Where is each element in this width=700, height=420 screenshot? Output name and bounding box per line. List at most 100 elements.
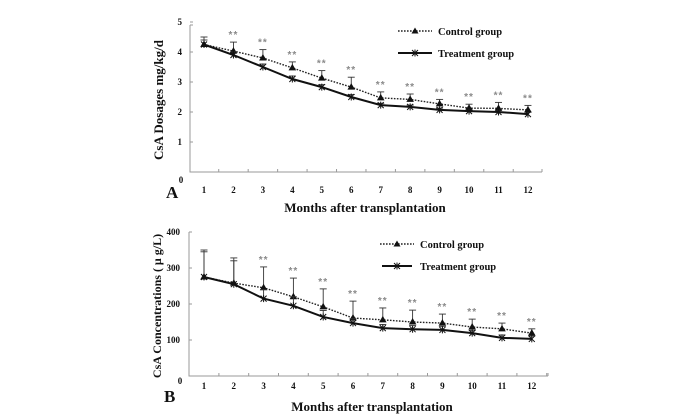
x-axis-title: Months after transplantation [284, 200, 446, 215]
x-tick-label: 7 [378, 185, 383, 195]
legend-control-marker [393, 240, 401, 247]
control-point [524, 105, 532, 113]
treatment-point [260, 295, 267, 303]
x-tick-label: 2 [231, 185, 236, 195]
treatment-point [406, 103, 414, 111]
x-tick-label: 3 [261, 185, 266, 195]
treatment-series-line [203, 43, 529, 116]
treatment-point [524, 110, 532, 118]
significance-label: ** [317, 59, 327, 70]
legend: Control group Treatment group [398, 27, 514, 60]
significance-label: ** [438, 302, 448, 313]
significance-label: ** [258, 38, 268, 49]
significance-label: ** [229, 30, 239, 41]
x-tick-label: 8 [408, 185, 413, 195]
significance-label: ** [523, 93, 533, 104]
legend-control-marker [411, 27, 419, 34]
control-point [379, 315, 387, 323]
control-point [494, 104, 503, 111]
control-point [528, 329, 536, 336]
control-point [259, 54, 267, 61]
treatment-point [319, 313, 327, 321]
x-tick-label: 7 [381, 381, 386, 391]
significance-label: ** [318, 277, 328, 288]
legend-control-label: Control group [438, 27, 502, 38]
control-point [408, 318, 417, 325]
significance-label: ** [378, 296, 388, 307]
treatment-point [347, 93, 355, 101]
x-axis-title: Months after transplantation [291, 399, 453, 414]
y-tick-label: 4 [178, 47, 183, 57]
treatment-series-line [203, 276, 532, 340]
control-point [468, 323, 476, 330]
control-point [438, 319, 447, 326]
treatment-point [436, 106, 443, 114]
legend: Control group Treatment group [380, 240, 496, 273]
control-point [259, 283, 268, 291]
x-tick-label: 1 [202, 381, 207, 391]
significance-label: ** [497, 311, 507, 322]
x-tick-label: 6 [351, 381, 356, 391]
treatment-point [290, 302, 297, 310]
significance-label: ** [408, 298, 418, 309]
significance-label: ** [348, 289, 358, 300]
control-point [435, 99, 444, 107]
y-tick-label: 200 [167, 299, 181, 309]
treatment-point [288, 75, 296, 83]
y-tick-label: 0 [178, 376, 183, 386]
x-tick-label: 11 [498, 381, 507, 391]
significance-label: ** [464, 92, 474, 103]
x-tick-label: 4 [290, 185, 295, 195]
control-series-line [203, 43, 528, 111]
x-tick-label: 12 [523, 185, 533, 195]
x-tick-label: 8 [410, 381, 415, 391]
legend-treatment-label: Treatment group [420, 262, 496, 273]
x-tick-label: 4 [291, 381, 296, 391]
significance-label: ** [289, 266, 299, 277]
control-point [288, 63, 297, 71]
control-point [376, 93, 385, 101]
control-point [498, 324, 506, 332]
significance-label: ** [346, 65, 356, 76]
x-tick-label: 11 [494, 185, 503, 195]
treatment-point [230, 280, 238, 288]
treatment-point [200, 273, 208, 281]
legend-control-label: Control group [420, 240, 484, 251]
y-tick-label: 0 [179, 175, 184, 185]
treatment-point [318, 83, 326, 91]
panel-label: A [166, 183, 179, 202]
y-tick-label: 3 [178, 77, 183, 87]
treatment-point [498, 334, 506, 342]
treatment-point [528, 335, 536, 343]
y-tick-label: 5 [178, 17, 183, 27]
y-tick-label: 2 [178, 107, 183, 117]
x-tick-label: 5 [321, 381, 326, 391]
x-tick-label: 9 [437, 185, 442, 195]
y-tick-label: 300 [167, 263, 181, 273]
treatment-point [377, 101, 385, 109]
treatment-point [409, 325, 416, 333]
y-axis-title: CsA Dosages mg/kg/d [151, 39, 166, 160]
significance-label: ** [259, 255, 269, 266]
legend-treatment-label: Treatment group [438, 49, 514, 60]
control-point [289, 292, 298, 300]
legend-treatment-marker [393, 262, 401, 270]
x-tick-label: 5 [320, 185, 325, 195]
chart-panel-b: CsA Concentrations ( μ g/L) Months after… [150, 227, 549, 414]
y-tick-label: 1 [178, 137, 183, 147]
plot-area: ** ** ** ** ** ** ** ** ** ** [200, 249, 537, 343]
axis-frame [188, 232, 548, 377]
x-tick-label: 2 [232, 381, 237, 391]
x-tick-label: 3 [261, 381, 266, 391]
significance-label: ** [376, 80, 386, 91]
treatment-point [379, 324, 387, 332]
x-tick-label: 6 [349, 185, 354, 195]
significance-label: ** [527, 317, 537, 328]
legend-treatment-marker [411, 49, 419, 57]
significance-label: ** [435, 87, 445, 98]
treatment-point [468, 329, 476, 337]
chart-panel-a: CsA Dosages mg/kg/d Months after transpl… [151, 17, 543, 215]
x-tick-label: 9 [440, 381, 445, 391]
treatment-point [465, 107, 473, 115]
